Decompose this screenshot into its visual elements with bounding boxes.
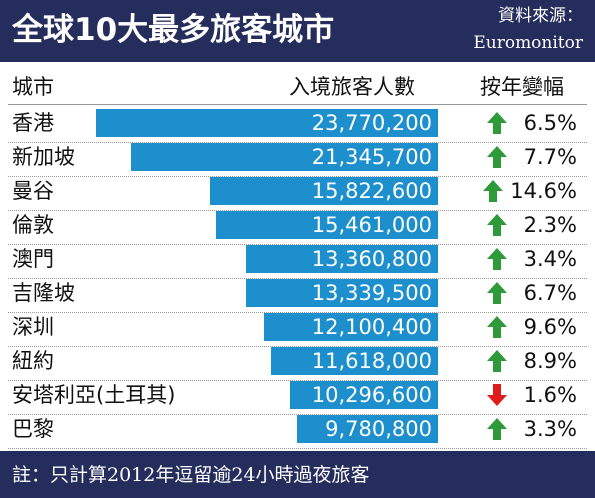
bar: 23,770,200 — [96, 109, 438, 137]
source-label: 資料來源： — [498, 6, 583, 26]
city-label: 香港 — [12, 111, 54, 135]
column-header-city: 城市 — [12, 75, 54, 99]
table-row: 曼谷 15,822,600 14.6% — [0, 175, 595, 211]
table-row: 吉隆坡 13,339,500 6.7% — [0, 277, 595, 313]
city-label: 澳門 — [12, 247, 54, 271]
arrow-up-icon — [487, 112, 507, 134]
change-percent: 3.4% — [523, 247, 577, 271]
bar-value-label: 15,822,600 — [311, 179, 432, 203]
arrow-up-icon — [487, 214, 507, 236]
row-divider — [8, 414, 587, 415]
title-banner: 全球10大最多旅客城市 資料來源： Euromonitor — [0, 0, 595, 62]
city-label: 深圳 — [12, 315, 54, 339]
row-divider — [8, 380, 587, 381]
column-header-arrivals: 入境旅客人數 — [289, 75, 415, 99]
city-label: 巴黎 — [12, 417, 54, 441]
bar: 10,296,600 — [290, 381, 438, 409]
row-divider — [8, 142, 587, 143]
table-row: 倫敦 15,461,000 2.3% — [0, 209, 595, 245]
row-divider — [8, 448, 587, 449]
bar: 13,360,800 — [246, 245, 438, 273]
arrow-up-icon — [483, 180, 503, 202]
bar-value-label: 11,618,000 — [311, 349, 432, 373]
table-row: 澳門 13,360,800 3.4% — [0, 243, 595, 279]
row-divider — [8, 244, 587, 245]
column-header-change: 按年變幅 — [480, 75, 564, 99]
row-divider — [8, 210, 587, 211]
row-divider — [8, 278, 587, 279]
arrow-up-icon — [487, 282, 507, 304]
change-percent: 8.9% — [523, 349, 577, 373]
change-percent: 14.6% — [510, 179, 577, 203]
bar-value-label: 10,296,600 — [311, 383, 432, 407]
change-percent: 7.7% — [523, 145, 577, 169]
arrow-down-icon — [487, 384, 507, 406]
bar: 13,339,500 — [246, 279, 438, 307]
change-percent: 9.6% — [523, 315, 577, 339]
change-percent: 6.7% — [523, 281, 577, 305]
city-label: 曼谷 — [12, 179, 54, 203]
bar-value-label: 12,100,400 — [311, 315, 432, 339]
table-row: 深圳 12,100,400 9.6% — [0, 311, 595, 347]
change-percent: 3.3% — [523, 417, 577, 441]
city-label: 紐約 — [12, 349, 54, 373]
arrow-up-icon — [487, 146, 507, 168]
arrow-up-icon — [487, 248, 507, 270]
arrow-up-icon — [487, 418, 507, 440]
city-label: 吉隆坡 — [12, 281, 75, 305]
header-divider — [8, 104, 587, 105]
bar: 15,461,000 — [216, 211, 438, 239]
table-row: 紐約 11,618,000 8.9% — [0, 345, 595, 381]
bar-value-label: 9,780,800 — [325, 417, 432, 441]
change-percent: 2.3% — [523, 213, 577, 237]
footnote: 註：只計算2012年逗留逾24小時過夜旅客 — [12, 464, 370, 486]
chart-title: 全球10大最多旅客城市 — [12, 12, 335, 48]
city-label: 倫敦 — [12, 213, 54, 237]
city-label: 安塔利亞(土耳其) — [12, 383, 176, 407]
table-row: 香港 23,770,200 6.5% — [0, 107, 595, 143]
bar-value-label: 21,345,700 — [311, 145, 432, 169]
bar: 11,618,000 — [271, 347, 438, 375]
table-row: 安塔利亞(土耳其) 10,296,600 1.6% — [0, 379, 595, 415]
row-divider — [8, 346, 587, 347]
bar: 9,780,800 — [297, 415, 438, 443]
change-percent: 1.6% — [523, 383, 577, 407]
row-divider — [8, 312, 587, 313]
bar: 21,345,700 — [131, 143, 438, 171]
bar: 12,100,400 — [264, 313, 438, 341]
source-name: Euromonitor — [473, 33, 583, 53]
arrow-up-icon — [487, 350, 507, 372]
bar-value-label: 23,770,200 — [311, 111, 432, 135]
bar-value-label: 13,360,800 — [311, 247, 432, 271]
change-percent: 6.5% — [523, 111, 577, 135]
bar: 15,822,600 — [210, 177, 438, 205]
footer-banner: 註：只計算2012年逗留逾24小時過夜旅客 — [0, 451, 595, 498]
row-divider — [8, 176, 587, 177]
bar-value-label: 15,461,000 — [311, 213, 432, 237]
table-row: 新加坡 21,345,700 7.7% — [0, 141, 595, 177]
arrow-up-icon — [487, 316, 507, 338]
table-row: 巴黎 9,780,800 3.3% — [0, 413, 595, 449]
bar-value-label: 13,339,500 — [311, 281, 432, 305]
city-label: 新加坡 — [12, 145, 75, 169]
